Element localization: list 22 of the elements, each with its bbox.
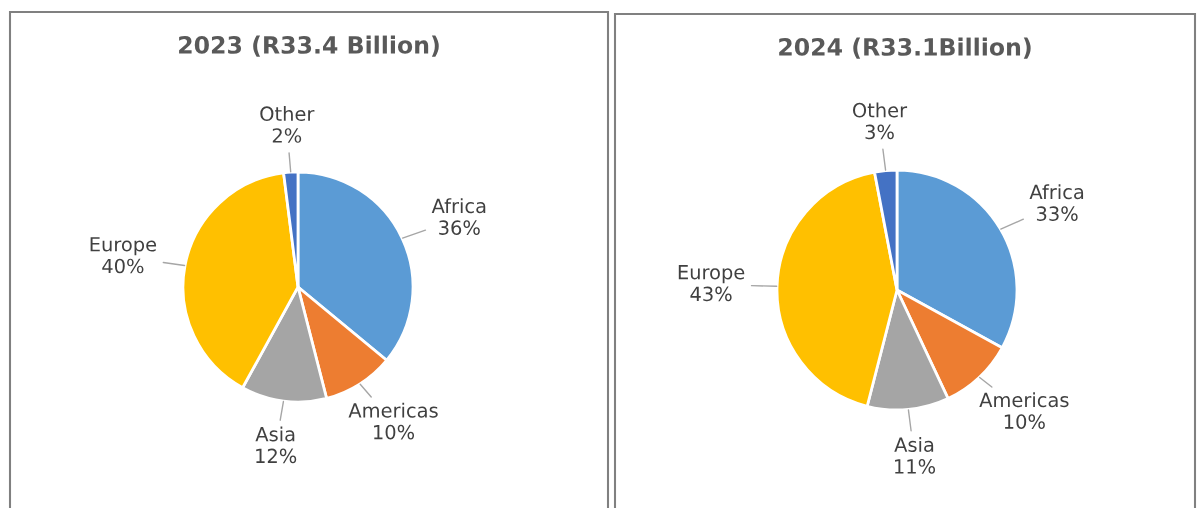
data-label: 11% bbox=[895, 459, 936, 474]
data-label: 10% bbox=[1004, 414, 1045, 429]
slice-label: Africa bbox=[431, 198, 486, 214]
slice-label: Americas bbox=[979, 392, 1069, 408]
data-label: 12% bbox=[256, 448, 297, 464]
slice-label: Americas bbox=[348, 402, 438, 418]
slice-label: Asia bbox=[894, 436, 934, 453]
data-label: 33% bbox=[1036, 206, 1078, 222]
data-label: 36% bbox=[439, 220, 480, 235]
slice-label: Other bbox=[260, 106, 315, 122]
data-label: 2% bbox=[272, 128, 302, 143]
chart-title: 2024 (R33.1Billion) bbox=[779, 37, 1031, 59]
data-label: 40% bbox=[102, 258, 144, 274]
slice-label: Europe bbox=[90, 237, 157, 256]
data-label: 10% bbox=[374, 424, 415, 440]
slice-label: Europe bbox=[678, 265, 745, 284]
slice-label: Other bbox=[852, 102, 908, 118]
data-label: 43% bbox=[690, 286, 732, 302]
chart-title: 2023 (R33.4 Billion) bbox=[179, 35, 439, 57]
slice-label: Asia bbox=[255, 426, 295, 442]
data-label: 3% bbox=[865, 124, 894, 140]
slice-label: Africa bbox=[1029, 184, 1084, 200]
